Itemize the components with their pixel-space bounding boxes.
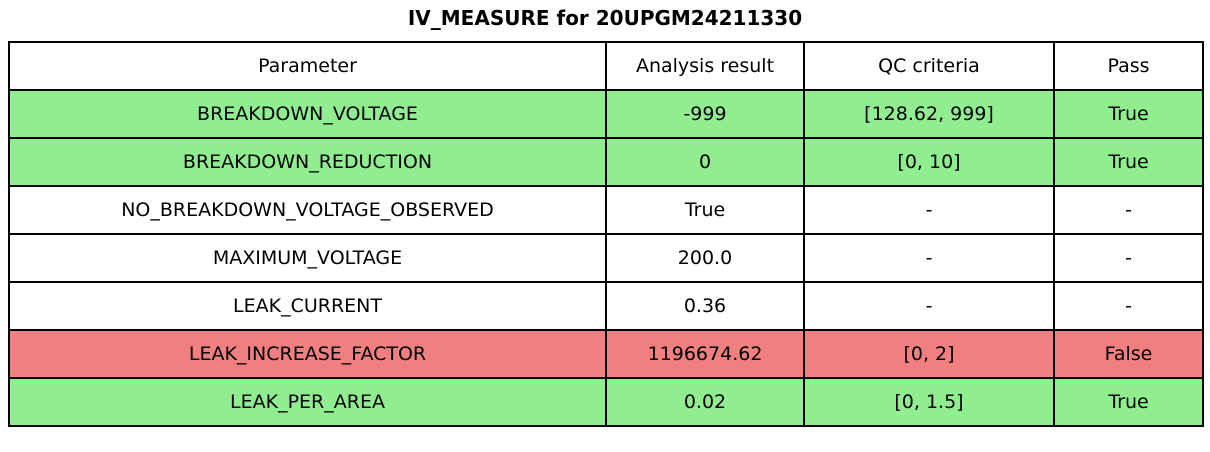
qc-cell: -: [803, 281, 1055, 331]
pass-cell: -: [1053, 185, 1204, 235]
pass-cell: True: [1053, 377, 1204, 427]
result-cell: 200.0: [605, 233, 805, 283]
param-cell: BREAKDOWN_REDUCTION: [8, 137, 607, 187]
param-cell: LEAK_PER_AREA: [8, 377, 607, 427]
param-cell: NO_BREAKDOWN_VOLTAGE_OBSERVED: [8, 185, 607, 235]
qc-cell: -: [803, 185, 1055, 235]
table-row: BREAKDOWN_VOLTAGE -999 [128.62, 999] Tru…: [8, 89, 1204, 139]
table-row: MAXIMUM_VOLTAGE 200.0 - -: [8, 233, 1204, 283]
qc-cell: -: [803, 233, 1055, 283]
table-row: LEAK_INCREASE_FACTOR 1196674.62 [0, 2] F…: [8, 329, 1204, 379]
param-cell: MAXIMUM_VOLTAGE: [8, 233, 607, 283]
result-cell: 0.02: [605, 377, 805, 427]
table-row: BREAKDOWN_REDUCTION 0 [0, 10] True: [8, 137, 1204, 187]
column-header-analysis-result: Analysis result: [605, 41, 805, 91]
table-row: LEAK_CURRENT 0.36 - -: [8, 281, 1204, 331]
table-row: LEAK_PER_AREA 0.02 [0, 1.5] True: [8, 377, 1204, 427]
pass-cell: False: [1053, 329, 1204, 379]
param-cell: LEAK_CURRENT: [8, 281, 607, 331]
qc-cell: [0, 1.5]: [803, 377, 1055, 427]
column-header-qc-criteria: QC criteria: [803, 41, 1055, 91]
param-cell: BREAKDOWN_VOLTAGE: [8, 89, 607, 139]
pass-cell: True: [1053, 89, 1204, 139]
result-cell: -999: [605, 89, 805, 139]
param-cell: LEAK_INCREASE_FACTOR: [8, 329, 607, 379]
qc-cell: [0, 10]: [803, 137, 1055, 187]
pass-cell: True: [1053, 137, 1204, 187]
column-header-parameter: Parameter: [8, 41, 607, 91]
result-cell: True: [605, 185, 805, 235]
pass-cell: -: [1053, 233, 1204, 283]
result-cell: 1196674.62: [605, 329, 805, 379]
table-row: NO_BREAKDOWN_VOLTAGE_OBSERVED True - -: [8, 185, 1204, 235]
result-cell: 0: [605, 137, 805, 187]
qc-results-table: Parameter Analysis result QC criteria Pa…: [8, 41, 1204, 427]
pass-cell: -: [1053, 281, 1204, 331]
column-header-pass: Pass: [1053, 41, 1204, 91]
qc-cell: [128.62, 999]: [803, 89, 1055, 139]
result-cell: 0.36: [605, 281, 805, 331]
qc-cell: [0, 2]: [803, 329, 1055, 379]
table-header-row: Parameter Analysis result QC criteria Pa…: [8, 41, 1204, 91]
page-title: IV_MEASURE for 20UPGM24211330: [407, 6, 803, 30]
